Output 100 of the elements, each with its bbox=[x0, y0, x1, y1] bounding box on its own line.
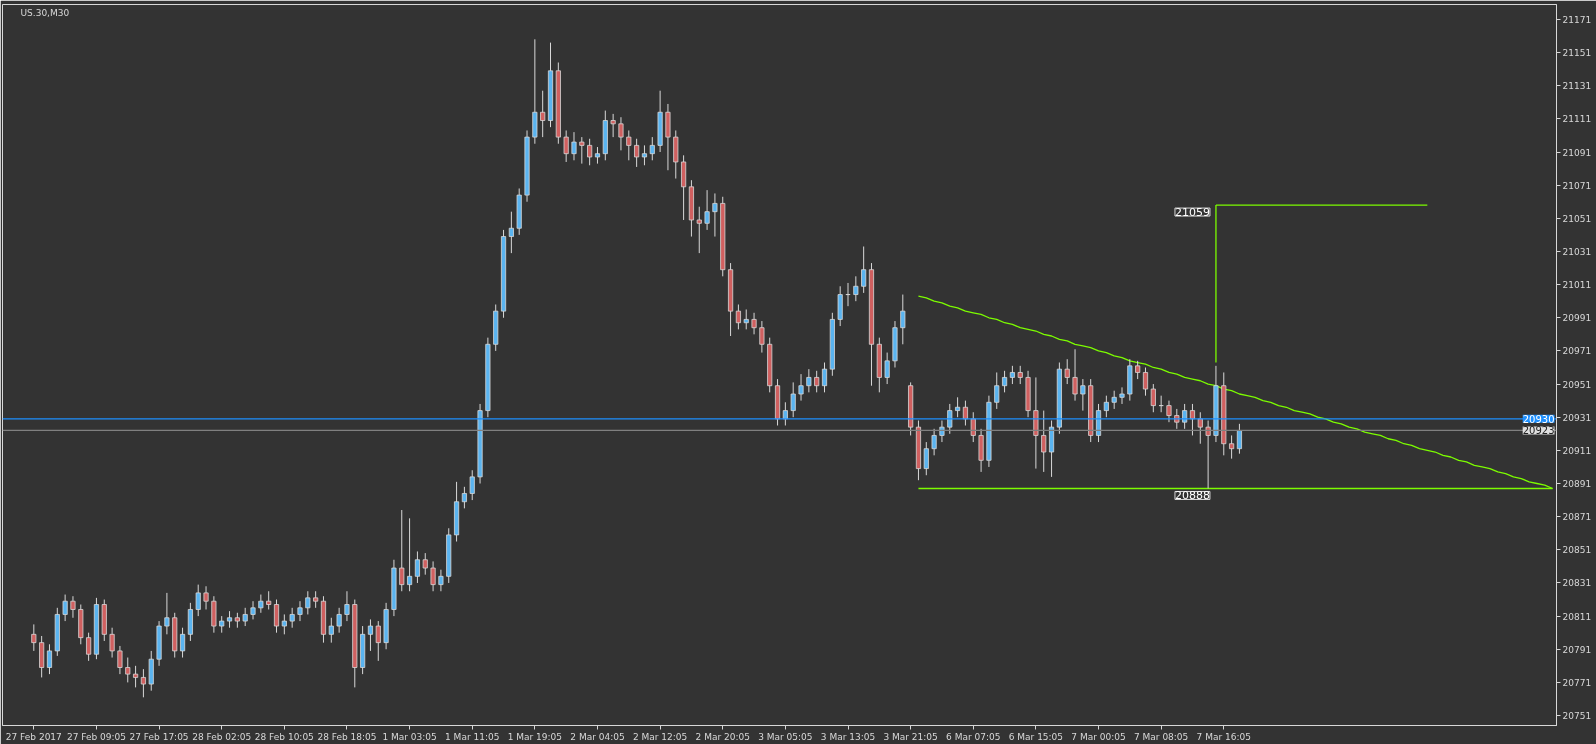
candlestick bbox=[759, 320, 765, 354]
candlestick bbox=[970, 411, 976, 443]
candlestick bbox=[571, 131, 577, 161]
x-tick-label: 1 Mar 11:05 bbox=[445, 731, 500, 742]
candlestick bbox=[125, 657, 131, 683]
candlestick bbox=[931, 428, 937, 456]
candlestick bbox=[407, 517, 413, 592]
x-tick-label: 6 Mar 15:05 bbox=[1008, 731, 1064, 742]
candlestick bbox=[469, 469, 475, 501]
candlestick bbox=[86, 632, 92, 662]
y-tick-label: 21071 bbox=[1562, 180, 1592, 191]
candlestick bbox=[735, 304, 741, 330]
candlestick bbox=[289, 607, 295, 629]
candlestick bbox=[1236, 423, 1242, 455]
x-tick-label: 28 Feb 18:05 bbox=[317, 731, 377, 742]
candlestick bbox=[821, 362, 828, 393]
candlestick bbox=[884, 352, 890, 385]
candlestick bbox=[1041, 410, 1047, 473]
candlestick bbox=[508, 211, 514, 254]
candlestick bbox=[109, 627, 115, 659]
candlestick bbox=[1197, 411, 1203, 445]
candlestick bbox=[140, 668, 146, 698]
candlestick bbox=[328, 617, 334, 644]
candlestick bbox=[1135, 360, 1141, 380]
y-tick-label: 20891 bbox=[1562, 479, 1592, 490]
data-label: 20888 bbox=[1174, 489, 1210, 503]
x-tick-label: 28 Feb 10:05 bbox=[254, 731, 314, 742]
candlestick bbox=[258, 594, 264, 614]
candlestick bbox=[634, 138, 640, 168]
y-tick-label: 20831 bbox=[1562, 578, 1592, 589]
y-tick-label: 20931 bbox=[1562, 412, 1592, 423]
candlestick bbox=[180, 627, 186, 659]
candlestick bbox=[414, 550, 420, 584]
y-tick-label: 20751 bbox=[1562, 711, 1592, 722]
candlestick bbox=[1205, 420, 1211, 489]
x-tick-label: 7 Mar 08:05 bbox=[1133, 731, 1189, 742]
candlestick bbox=[164, 592, 170, 635]
x-tick-label: 6 Mar 07:05 bbox=[946, 731, 1001, 742]
x-tick-label: 2 Mar 04:05 bbox=[570, 731, 625, 742]
candlestick bbox=[1150, 383, 1156, 413]
candlestick bbox=[696, 206, 702, 254]
candlestick bbox=[195, 584, 201, 617]
candlestick bbox=[1072, 348, 1078, 402]
y-tick-label: 20811 bbox=[1562, 611, 1592, 622]
x-tick-label: 7 Mar 00:05 bbox=[1071, 731, 1126, 742]
x-tick-label: 2 Mar 12:05 bbox=[632, 731, 688, 742]
y-tick-label: 20791 bbox=[1562, 644, 1592, 655]
candlestick bbox=[900, 294, 906, 345]
x-tick-label: 1 Mar 19:05 bbox=[507, 731, 563, 742]
candlestick bbox=[649, 136, 655, 161]
candlestick bbox=[1111, 390, 1117, 410]
candlestick bbox=[861, 245, 867, 294]
candlestick bbox=[994, 371, 1000, 410]
y-tick-label: 20771 bbox=[1562, 677, 1592, 688]
candlestick bbox=[117, 645, 123, 675]
candlestick bbox=[367, 618, 373, 652]
candlestick bbox=[273, 599, 280, 634]
y-tick-label: 20911 bbox=[1562, 445, 1592, 456]
candlestick bbox=[266, 590, 272, 610]
candlestick bbox=[1064, 358, 1070, 385]
candlestick bbox=[743, 308, 749, 330]
candlestick bbox=[641, 144, 648, 166]
candlestick bbox=[438, 569, 444, 592]
candlestick bbox=[281, 613, 287, 635]
candlestick bbox=[344, 590, 350, 622]
y-tick-label: 21131 bbox=[1562, 81, 1592, 92]
x-tick-label: 1 Mar 03:05 bbox=[382, 731, 437, 742]
y-tick-label: 21171 bbox=[1562, 14, 1592, 25]
candlestick bbox=[610, 113, 616, 138]
y-tick-label: 20951 bbox=[1562, 379, 1592, 390]
x-tick-label: 27 Feb 2017 bbox=[5, 731, 62, 742]
candlestick bbox=[806, 368, 812, 393]
candlestick bbox=[305, 590, 311, 615]
candlestick bbox=[1142, 366, 1149, 397]
candlestick bbox=[70, 595, 76, 619]
candlestick bbox=[203, 585, 209, 610]
candlestick bbox=[751, 312, 757, 335]
y-tick-label: 20971 bbox=[1562, 346, 1592, 357]
x-tick-label: 27 Feb 09:05 bbox=[66, 731, 126, 742]
candlestick bbox=[46, 643, 53, 675]
candlestick bbox=[563, 129, 569, 163]
candlestick bbox=[1080, 378, 1086, 412]
candlestick bbox=[618, 116, 624, 151]
candlestick bbox=[853, 275, 859, 302]
y-tick-label: 21011 bbox=[1562, 280, 1592, 291]
candlestick bbox=[461, 486, 467, 509]
y-tick-label: 20871 bbox=[1562, 512, 1592, 523]
candlestick bbox=[297, 600, 303, 622]
candlestick bbox=[626, 129, 632, 161]
candlestick bbox=[587, 138, 593, 166]
candlestick bbox=[923, 441, 929, 476]
candlestick bbox=[430, 560, 436, 592]
candlestick bbox=[939, 420, 945, 443]
candlestick bbox=[1009, 365, 1015, 385]
chart-title: US.30,M30 bbox=[20, 7, 70, 18]
candlestick bbox=[336, 607, 342, 634]
candlestick bbox=[62, 594, 68, 622]
x-tick-label: 2 Mar 20:05 bbox=[695, 731, 750, 742]
y-tick-label: 21091 bbox=[1562, 147, 1592, 158]
candlestick bbox=[579, 136, 585, 165]
